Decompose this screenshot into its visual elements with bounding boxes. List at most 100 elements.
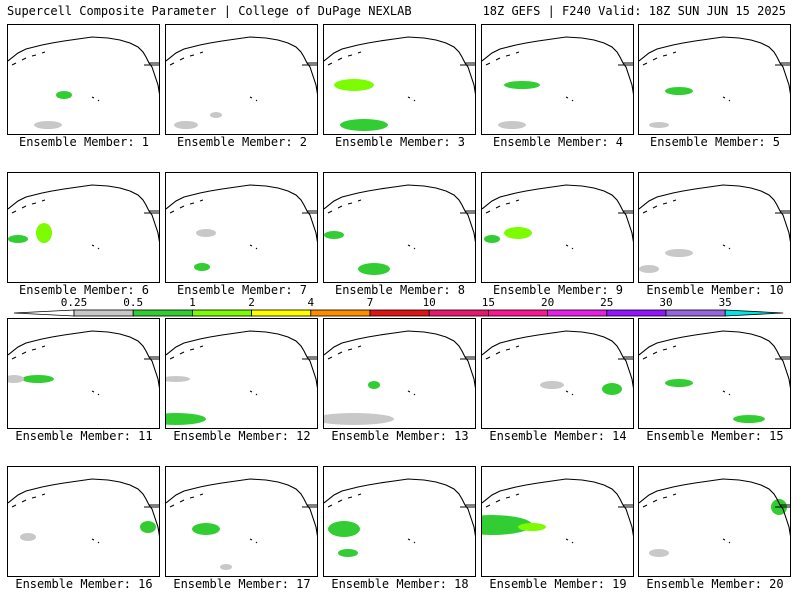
member-label: Ensemble Member: 4 [492,135,624,149]
member-label: Ensemble Member: 8 [334,283,466,297]
ensemble-panel [323,318,476,429]
ensemble-panel [165,172,318,283]
scp-contour-fill [324,413,394,425]
map-outline [775,504,790,508]
colorbar-left-arrow [13,309,75,317]
map-outline [407,244,416,250]
member-label: Ensemble Member: 17 [173,577,311,591]
scp-contour-fill [174,121,198,129]
panel-map [482,478,633,544]
ensemble-panel [7,172,160,283]
ensemble-panel [638,466,791,577]
map-outline [460,504,475,508]
scp-contour-fill [192,523,220,535]
member-label: Ensemble Member: 5 [649,135,781,149]
map-outline [324,330,475,389]
scp-contour-fill [504,81,540,89]
map-outline [485,493,520,508]
map-outline [485,345,520,360]
scp-contour-fill [340,119,388,131]
colorbar-right-arrow [724,309,784,317]
scp-contour-fill [166,376,190,382]
colorbar-tick-label: 1 [189,296,196,309]
scp-contour-fill [36,223,52,243]
member-label: Ensemble Member: 14 [489,429,627,443]
panel-map [639,36,790,128]
member-label: Ensemble Member: 1 [18,135,150,149]
map-outline [722,244,731,250]
map-outline [169,345,204,360]
colorbar-segment [132,309,193,317]
map-outline [618,210,633,214]
colorbar-tick-label: 25 [600,296,613,309]
scp-contour-fill [22,375,54,383]
colorbar-tick-label: 20 [541,296,554,309]
ensemble-panel [481,172,634,283]
colorbar-segment [606,309,667,317]
colorbar-segment [310,309,371,317]
colorbar-tick-label: 0.25 [61,296,88,309]
panel-map [482,330,633,396]
map-outline [11,51,46,66]
colorbar-segment [428,309,489,317]
ensemble-panel [165,318,318,429]
map-outline [327,345,362,360]
map-outline [639,478,790,537]
scp-contour-fill [665,249,693,257]
panel-map [324,184,475,275]
map-outline [11,345,46,360]
map-outline [8,36,159,95]
map-outline [722,96,731,102]
panel-map [166,330,317,425]
panel-map [639,330,790,423]
chart-title: Supercell Composite Parameter | College … [7,4,412,18]
map-outline [565,244,574,250]
ensemble-panel [323,466,476,577]
map-outline [169,199,204,214]
colorbar-segment [369,309,430,317]
map-outline [91,244,100,250]
scp-contour-fill [194,263,210,271]
map-outline [249,244,258,250]
map-outline [775,62,790,66]
map-outline [407,96,416,102]
map-outline [302,210,317,214]
member-label: Ensemble Member: 9 [492,283,624,297]
map-outline [327,493,362,508]
map-outline [618,62,633,66]
map-outline [91,390,100,396]
ensemble-panel [481,466,634,577]
map-outline [327,199,362,214]
panel-map [8,184,159,250]
map-outline [642,51,677,66]
map-outline [639,184,790,243]
scp-contour-fill [602,383,622,395]
ensemble-panel [165,466,318,577]
map-outline [482,36,633,95]
ensemble-panel [7,24,160,135]
member-label: Ensemble Member: 12 [173,429,311,443]
member-label: Ensemble Member: 6 [18,283,150,297]
map-outline [775,210,790,214]
member-label: Ensemble Member: 3 [334,135,466,149]
map-outline [249,390,258,396]
colorbar-tick-label: 2 [248,296,255,309]
scp-contour-fill [649,549,669,557]
map-outline [144,210,159,214]
panel-map [8,36,159,129]
map-outline [324,36,475,95]
colorbar-tick-label: 4 [307,296,314,309]
map-outline [169,493,204,508]
map-outline [249,538,258,544]
scp-contour-fill [665,87,693,95]
map-outline [722,538,731,544]
map-outline [249,96,258,102]
map-outline [618,504,633,508]
scp-contour-fill [639,265,659,273]
map-outline [485,51,520,66]
map-outline [166,330,317,389]
map-outline [639,36,790,95]
member-label: Ensemble Member: 10 [646,283,784,297]
map-outline [144,62,159,66]
map-outline [407,538,416,544]
